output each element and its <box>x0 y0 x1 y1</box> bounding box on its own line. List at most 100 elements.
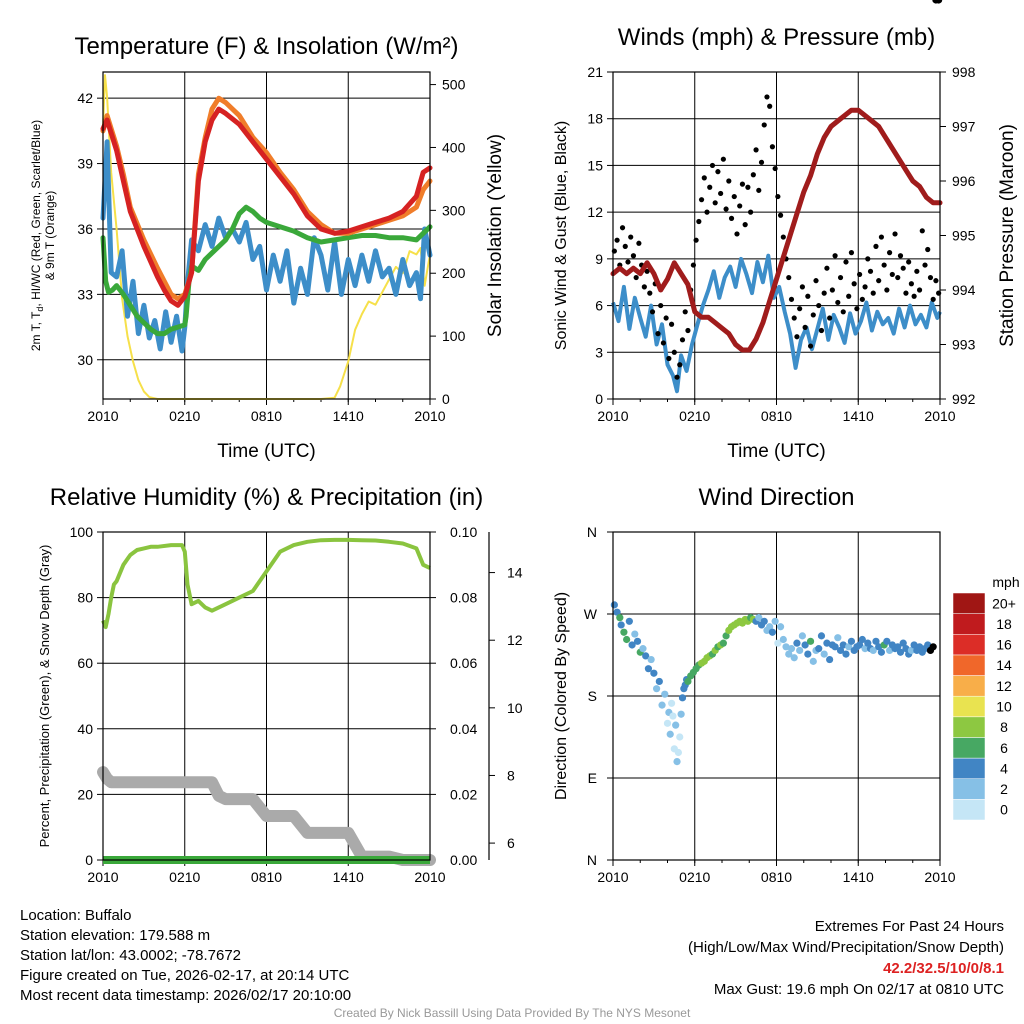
plot-border <box>102 71 431 400</box>
station-latlon: Station lat/lon: 43.0002; -78.7672 <box>20 947 242 964</box>
gust-point <box>895 274 901 281</box>
figure-created: Figure created on Tue, 2026-02-17, at 20… <box>20 967 350 984</box>
direction-point <box>801 641 809 649</box>
y-tick-label: 42 <box>77 90 93 106</box>
gust-point <box>908 281 914 287</box>
x-tick-label: 2010 <box>924 408 955 424</box>
direction-point <box>929 643 937 651</box>
x-tick-label: 1410 <box>333 408 364 424</box>
gust-point <box>922 262 928 268</box>
gust-point <box>641 284 647 290</box>
x-axis-label: Time (UTC) <box>727 441 826 462</box>
direction-point <box>910 641 918 649</box>
x-tick-label: 0810 <box>251 869 282 885</box>
x-tick-label: 0810 <box>251 408 282 424</box>
gust-point <box>668 321 675 327</box>
gust-point <box>870 290 876 296</box>
colorbar-label: 20+ <box>992 595 1016 611</box>
direction-point <box>771 617 779 625</box>
gust-point <box>892 231 898 237</box>
y-tick-label: 18 <box>587 111 603 127</box>
gust-point <box>805 293 811 299</box>
gust-point <box>881 262 887 268</box>
gust-point <box>649 309 656 315</box>
gust-point <box>848 250 855 256</box>
direction-point <box>684 677 692 686</box>
direction-point <box>820 650 828 658</box>
y-left-axis-label: Percent, Precipitation (Green), & Snow D… <box>37 545 52 848</box>
gust-point <box>753 147 759 153</box>
colorbar-label: 8 <box>1000 719 1008 735</box>
direction-point <box>817 632 826 640</box>
gust-point <box>726 178 732 184</box>
direction-point <box>907 646 915 655</box>
direction-point <box>655 677 663 686</box>
plot-border <box>612 71 941 400</box>
y-tick-label: 0 <box>85 852 93 868</box>
direction-point <box>858 635 866 644</box>
y-tick-label: 100 <box>70 524 94 540</box>
direction-point <box>831 643 839 651</box>
gust-point <box>734 231 740 237</box>
station-elevation: Station elevation: 179.588 m <box>20 927 211 944</box>
series-line-2m-t <box>100 106 433 308</box>
x-tick-label: 0210 <box>679 869 710 885</box>
colorbar-swatch <box>952 799 986 821</box>
y-right-tick-label: 300 <box>442 202 466 218</box>
gust-point <box>666 355 672 362</box>
direction-point <box>661 690 669 698</box>
direction-point <box>667 699 676 707</box>
direction-point <box>663 719 672 727</box>
direction-point <box>774 639 782 647</box>
gust-point <box>756 187 762 193</box>
gust-point <box>821 290 827 296</box>
y-tick-label: 12 <box>587 204 603 220</box>
x-tick-label: 2010 <box>924 869 955 885</box>
y-right-tick-label: 200 <box>442 265 466 281</box>
colorbar-swatch <box>952 634 986 656</box>
chart-title: Wind Direction <box>698 484 854 511</box>
y-right-axis-label: Station Pressure (Maroon) <box>997 124 1018 347</box>
gust-point <box>840 309 846 315</box>
direction-point <box>834 634 842 642</box>
direction-point <box>885 646 894 655</box>
gust-point <box>780 234 786 240</box>
direction-point <box>836 646 845 655</box>
direction-point <box>666 730 674 738</box>
series-line-td <box>100 204 433 337</box>
y-right-tick-label: 995 <box>952 228 976 244</box>
x-tick-label: 1410 <box>843 869 874 885</box>
direction-point <box>842 650 850 658</box>
direction-point <box>625 617 633 625</box>
gust-point <box>745 184 751 190</box>
y-tick-label: 3 <box>595 344 603 360</box>
direction-point <box>674 748 683 757</box>
y-tick-label: W <box>584 606 598 622</box>
direction-point <box>617 621 625 629</box>
direction-point <box>677 710 685 718</box>
gust-point <box>786 274 792 281</box>
gust-point <box>655 331 661 337</box>
direction-point <box>669 712 677 720</box>
gust-point <box>775 193 781 200</box>
y-tick-label: 80 <box>77 590 93 606</box>
snow-tick-label: 12 <box>507 632 523 648</box>
gust-point <box>865 256 871 262</box>
direction-point <box>861 645 869 653</box>
gust-point <box>916 287 923 293</box>
series-line-relative-humidity <box>101 537 431 630</box>
precip-tick-label: 0.04 <box>450 721 477 737</box>
gust-point <box>674 374 680 380</box>
y-right-tick-label: 996 <box>952 173 976 189</box>
colorbar-label: 18 <box>996 616 1012 632</box>
gust-point <box>737 203 743 209</box>
gust-point <box>788 296 795 302</box>
precip-tick-label: 0.00 <box>450 852 477 868</box>
direction-point <box>779 635 787 644</box>
y-right-tick-label: 0 <box>442 391 450 407</box>
gust-point <box>837 274 844 281</box>
direction-point <box>620 628 628 636</box>
gust-point <box>857 271 863 278</box>
